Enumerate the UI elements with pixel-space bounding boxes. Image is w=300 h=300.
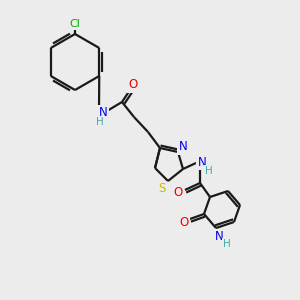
Text: N: N xyxy=(178,140,188,154)
Text: N: N xyxy=(214,230,224,244)
Text: N: N xyxy=(198,155,206,169)
Text: S: S xyxy=(158,182,166,196)
Text: O: O xyxy=(173,187,183,200)
Text: H: H xyxy=(223,239,231,249)
Text: O: O xyxy=(179,217,189,230)
Text: H: H xyxy=(205,166,213,176)
Text: Cl: Cl xyxy=(70,19,80,29)
Text: O: O xyxy=(128,79,138,92)
Text: N: N xyxy=(99,106,107,119)
Text: H: H xyxy=(96,117,104,127)
